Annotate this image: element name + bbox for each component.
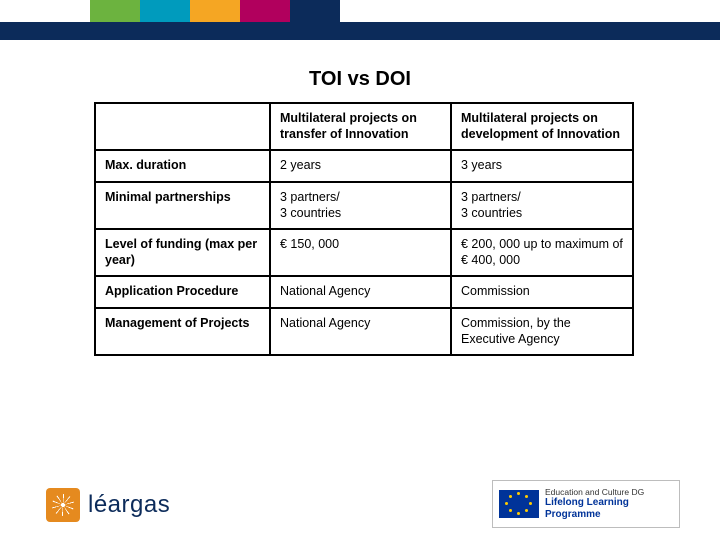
table-header-toi: Multilateral projects on transfer of Inn… [270, 103, 451, 150]
table-row: Management of Projects National Agency C… [95, 308, 633, 355]
row-label: Minimal partnerships [95, 182, 270, 229]
table-header-blank [95, 103, 270, 150]
row-label: Max. duration [95, 150, 270, 182]
row-cell: € 200, 000 up to maximum of € 400, 000 [451, 229, 633, 276]
table-header-doi: Multilateral projects on development of … [451, 103, 633, 150]
header-seg-5 [290, 0, 340, 22]
row-cell: National Agency [270, 276, 451, 308]
header-seg-3 [190, 0, 240, 22]
leargas-burst-icon [46, 488, 80, 522]
header-stripe [0, 0, 720, 48]
table-row: Max. duration 2 years 3 years [95, 150, 633, 182]
eu-programme-text: Education and Culture DG Lifelong Learni… [545, 488, 673, 521]
table-row: Application Procedure National Agency Co… [95, 276, 633, 308]
row-cell: € 150, 000 [270, 229, 451, 276]
row-label: Level of funding (max per year) [95, 229, 270, 276]
eu-text-line2: Lifelong Learning Programme [545, 497, 673, 520]
table-row: Level of funding (max per year) € 150, 0… [95, 229, 633, 276]
table-header-row: Multilateral projects on transfer of Inn… [95, 103, 633, 150]
row-label: Management of Projects [95, 308, 270, 355]
header-seg-2 [140, 0, 190, 22]
header-seg-1 [90, 0, 140, 22]
row-cell: 3 partners/3 countries [451, 182, 633, 229]
row-cell: 3 partners/3 countries [270, 182, 451, 229]
comparison-table: Multilateral projects on transfer of Inn… [94, 102, 632, 356]
leargas-logo: léargas [46, 488, 170, 522]
footer: léargas Education and Culture DG Lifelon… [0, 470, 720, 540]
header-dark-bar [0, 22, 720, 40]
eu-programme-logo: Education and Culture DG Lifelong Learni… [492, 480, 680, 528]
row-cell: Commission, by the Executive Agency [451, 308, 633, 355]
eu-text-line1: Education and Culture DG [545, 488, 673, 498]
eu-flag-icon [499, 490, 539, 518]
row-label: Application Procedure [95, 276, 270, 308]
row-cell: National Agency [270, 308, 451, 355]
leargas-wordmark: léargas [88, 491, 170, 519]
table-row: Minimal partnerships 3 partners/3 countr… [95, 182, 633, 229]
row-cell: Commission [451, 276, 633, 308]
row-cell: 2 years [270, 150, 451, 182]
page-title: TOI vs DOI [0, 68, 720, 91]
row-cell: 3 years [451, 150, 633, 182]
header-seg-4 [240, 0, 290, 22]
